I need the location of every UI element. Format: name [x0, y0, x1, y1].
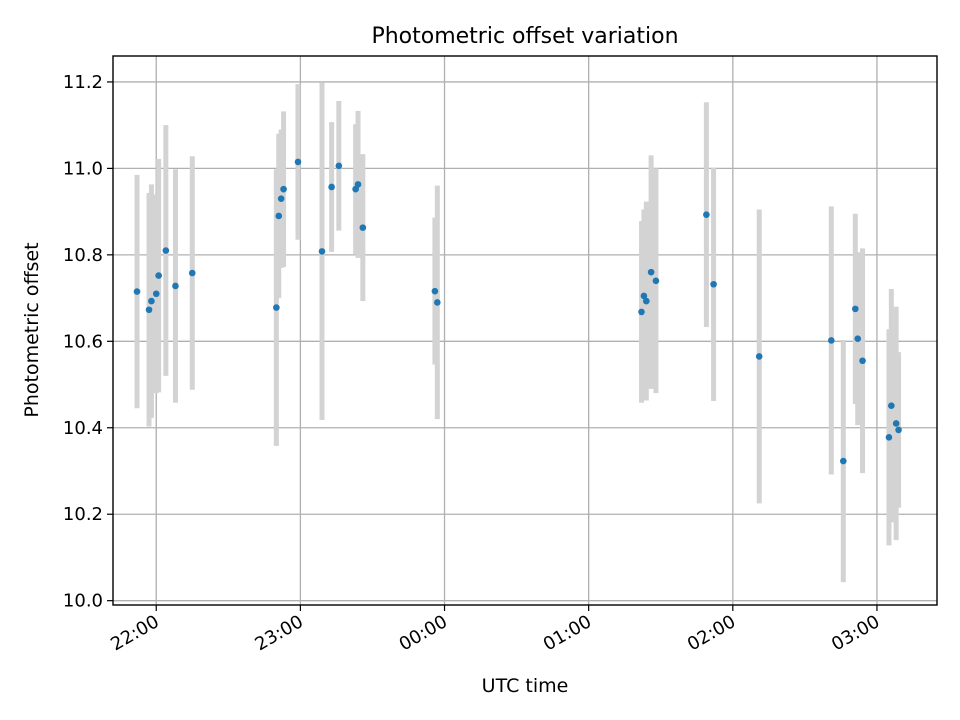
y-tick-label: 10.6 — [63, 331, 103, 352]
data-point — [273, 304, 280, 311]
data-point — [710, 280, 717, 288]
data-point — [431, 287, 439, 295]
data-point — [152, 290, 160, 298]
x-tick-label: 22:00 — [107, 611, 162, 655]
y-tick-label: 10.0 — [63, 591, 103, 612]
data-point — [148, 297, 155, 305]
y-axis-label: Photometric offset — [21, 242, 43, 417]
y-tick-label: 10.4 — [63, 418, 103, 439]
chart-title: Photometric offset variation — [371, 24, 678, 49]
data-point — [854, 335, 862, 343]
x-tick-label: 03:00 — [828, 611, 883, 655]
data-point — [840, 457, 847, 465]
data-point — [643, 297, 650, 305]
data-point — [640, 292, 648, 300]
x-tick-label: 00:00 — [396, 611, 451, 655]
x-axis-label: UTC time — [482, 675, 569, 697]
data-point — [895, 426, 902, 434]
plot-frame — [112, 55, 938, 606]
data-point — [703, 211, 710, 218]
data-point — [277, 195, 285, 202]
data-point — [827, 337, 835, 344]
data-point — [652, 277, 660, 285]
data-points — [133, 158, 902, 465]
data-point — [162, 247, 170, 254]
data-point — [885, 433, 893, 441]
grid-lines — [113, 56, 937, 605]
data-point — [335, 162, 343, 170]
data-point — [188, 269, 196, 277]
data-point — [354, 181, 362, 188]
data-point — [359, 224, 367, 231]
data-point — [275, 212, 283, 220]
y-tick-label: 10.2 — [63, 504, 103, 525]
data-point — [155, 272, 162, 279]
data-point — [280, 185, 287, 193]
data-point — [172, 282, 179, 290]
x-tick-label: 01:00 — [540, 611, 595, 655]
y-tick-label: 11.0 — [63, 158, 103, 179]
y-tick-label: 11.2 — [63, 72, 103, 93]
data-point — [294, 158, 302, 166]
y-axis-ticks: 10.0 10.2 10.4 10.6 10.8 11.0 11.2 — [63, 72, 113, 612]
data-point — [434, 299, 441, 306]
data-point — [892, 420, 900, 427]
data-point — [133, 288, 141, 295]
x-tick-label: 02:00 — [684, 611, 739, 655]
data-point — [859, 357, 866, 365]
data-point — [328, 183, 335, 191]
data-point — [888, 402, 895, 410]
data-point — [318, 248, 326, 255]
data-point — [145, 306, 153, 314]
x-axis-ticks: 22:00 23:00 00:00 01:00 02:00 03:00 — [107, 605, 883, 655]
y-tick-label: 10.8 — [63, 245, 103, 266]
data-point — [852, 305, 859, 313]
data-point — [647, 268, 655, 276]
data-point — [755, 353, 763, 360]
error-bars — [134, 82, 902, 583]
data-point — [638, 308, 645, 316]
x-tick-label: 23:00 — [251, 611, 306, 655]
